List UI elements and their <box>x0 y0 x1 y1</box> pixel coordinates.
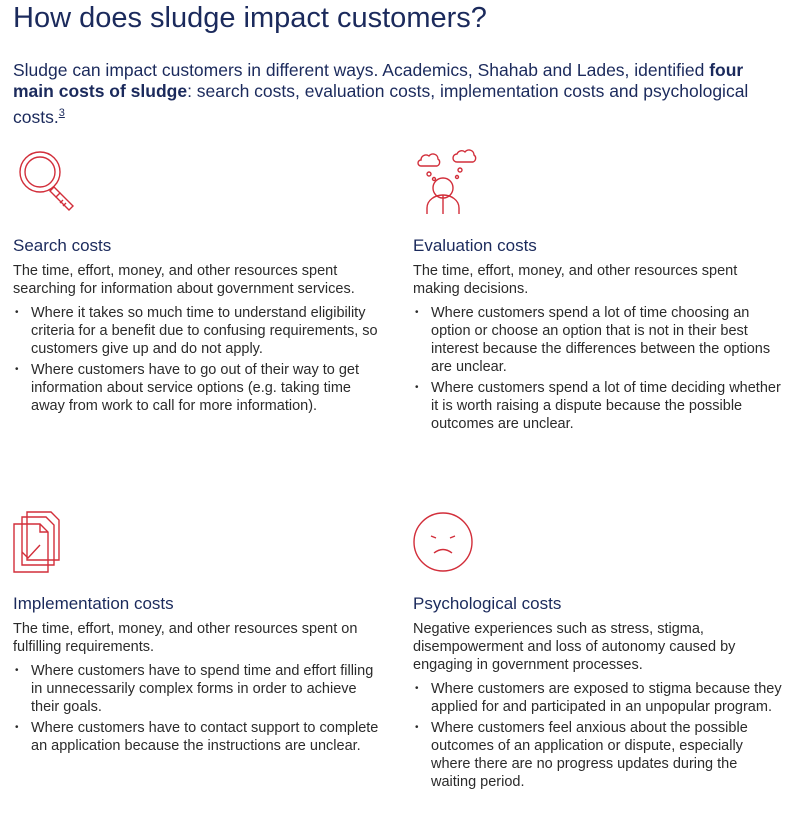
intro-text: : search costs, evaluation costs, implem… <box>13 81 749 127</box>
footnote-link[interactable]: 3 <box>58 107 65 119</box>
card: Search costs The time, effort, money, an… <box>13 148 385 418</box>
section-description: The time, effort, money, and other resou… <box>413 263 738 297</box>
bullet: Where customers spend a lot of time deci… <box>413 379 785 433</box>
intro: Sludge can impact customers in different… <box>13 60 783 128</box>
section-heading: Evaluation costs <box>413 236 537 255</box>
psychological-icon <box>413 512 473 572</box>
bullet: Where customers feel anxious about the p… <box>413 719 785 791</box>
bullet: Where customers spend a lot of time choo… <box>413 304 785 376</box>
bullet: Where customers have to go out of their … <box>13 361 385 415</box>
implementation-icon <box>13 511 60 573</box>
bullet-list: Where it takes so much time to understan… <box>13 304 385 415</box>
search-icon <box>19 151 74 211</box>
bullet-list: Where customers spend a lot of time choo… <box>413 304 785 433</box>
section-heading: Implementation costs <box>13 594 174 613</box>
bullet-list: Where customers have to spend time and e… <box>13 662 385 755</box>
section-heading: Search costs <box>13 236 112 255</box>
intro-text: Sludge can impact customers in different… <box>13 60 705 80</box>
title: How does sludge impact customers? <box>13 2 487 34</box>
intro-bold: four main costs of sludge <box>13 60 744 101</box>
section-heading: Psychological costs <box>413 594 562 613</box>
section-description: Negative experiences such as stress, sti… <box>413 621 736 673</box>
bullet: Where customers have to spend time and e… <box>13 662 385 716</box>
card: Implementation costs The time, effort, m… <box>13 506 385 758</box>
bullet: Where customers have to contact support … <box>13 719 385 755</box>
section-description: The time, effort, money, and other resou… <box>13 621 358 655</box>
bullet: Where it takes so much time to understan… <box>13 304 385 358</box>
bullet-list: Where customers are exposed to stigma be… <box>413 680 785 791</box>
card: Evaluation costs The time, effort, money… <box>413 148 785 436</box>
evaluation-icon <box>417 149 477 214</box>
bullet: Where customers are exposed to stigma be… <box>413 680 785 716</box>
section-description: The time, effort, money, and other resou… <box>13 263 355 297</box>
card: Psychological costs Negative experiences… <box>413 506 785 794</box>
